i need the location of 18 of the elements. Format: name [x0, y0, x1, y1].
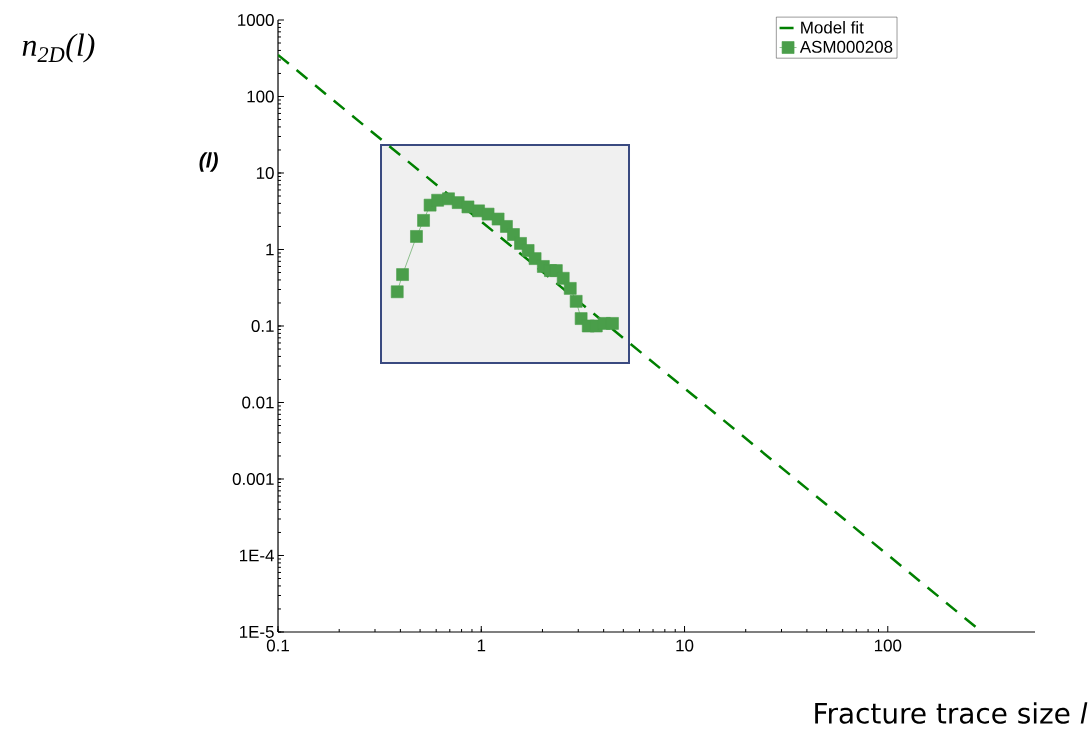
- text: (l): [199, 152, 218, 172]
- y-tick-label: 1: [266, 243, 274, 256]
- x-tick-label: 0.1: [266, 639, 289, 652]
- y-tick-label: 1000: [238, 13, 274, 26]
- y-tick-label: 0.001: [232, 472, 274, 485]
- y-tick-label: 100: [247, 90, 274, 103]
- x-tick-label: 100: [874, 639, 902, 652]
- y-tick-label: 0.01: [242, 396, 274, 409]
- y-axis-title: n$_{2D}$(l): [22, 33, 95, 63]
- y-tick-label: 1E-4: [240, 549, 274, 562]
- x-tick-label: 1: [477, 639, 486, 652]
- y-tick-label: 0.1: [251, 319, 274, 332]
- legend-label: ASM000208: [799, 40, 893, 53]
- y-tick-label: 1E-5: [240, 626, 274, 638]
- legend-label: Model fit: [801, 21, 864, 34]
- x-tick-label: 10: [676, 639, 694, 652]
- x-axis-title: Fracture trace size l: [815, 702, 1088, 724]
- y-tick-label: 10: [256, 166, 274, 179]
